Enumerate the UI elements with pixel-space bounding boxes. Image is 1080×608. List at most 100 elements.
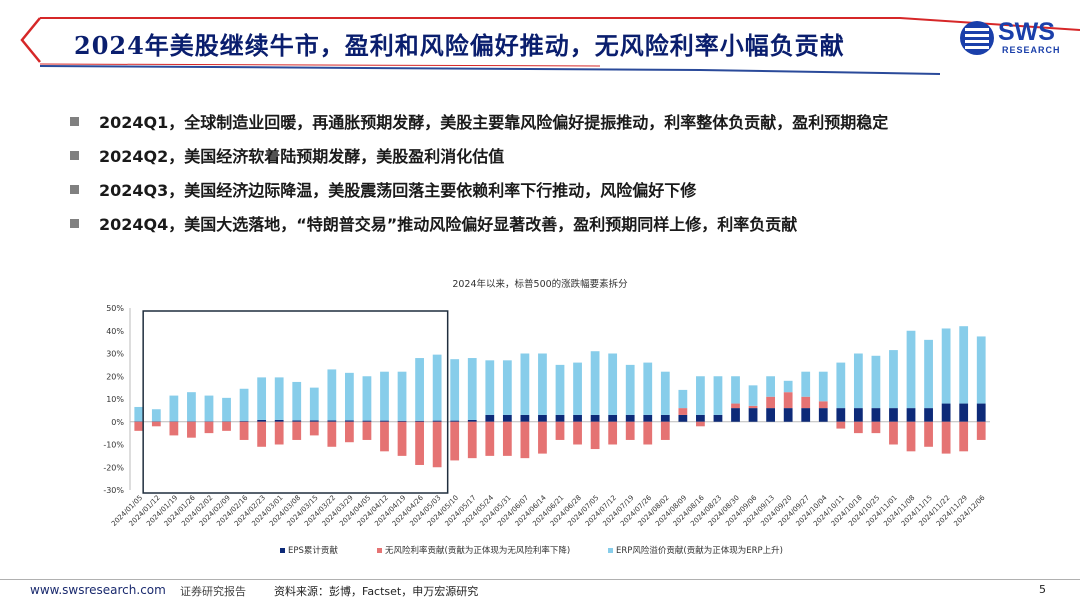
bullet-square-icon bbox=[70, 150, 79, 160]
bar-erp bbox=[836, 362, 846, 409]
bar-erp bbox=[801, 371, 811, 397]
footer-report-label: 证券研究报告 bbox=[180, 585, 246, 598]
bullet-square-icon bbox=[70, 116, 79, 126]
bar-rf bbox=[555, 421, 565, 440]
bar-rf bbox=[941, 421, 951, 454]
bar-eps bbox=[590, 414, 600, 422]
bar-rf bbox=[257, 421, 267, 447]
bullet-square-icon bbox=[70, 184, 79, 194]
logo-subtext: RESEARCH bbox=[1002, 45, 1061, 55]
bar-eps bbox=[467, 419, 477, 422]
bar-eps bbox=[801, 408, 811, 422]
bar-rf bbox=[169, 421, 179, 436]
bar-rf bbox=[397, 421, 407, 456]
bar-erp bbox=[502, 360, 512, 415]
bar-rf bbox=[906, 421, 916, 452]
bar-rf bbox=[889, 421, 898, 445]
bar-eps bbox=[608, 414, 618, 422]
bar-rf bbox=[538, 421, 547, 454]
bar-rf bbox=[818, 401, 828, 409]
bar-erp bbox=[853, 353, 863, 409]
bar-rf bbox=[660, 421, 670, 440]
bar-rf bbox=[590, 421, 600, 450]
bar-rf bbox=[134, 421, 144, 431]
bar-rf bbox=[239, 421, 249, 440]
bar-eps bbox=[678, 414, 688, 422]
title-bar: 2024年美股继续牛市，盈利和风险偏好推动，无风险利率小幅负贡献 SWS RES… bbox=[0, 0, 1080, 78]
bar-eps bbox=[151, 421, 161, 422]
bar-eps bbox=[766, 408, 775, 422]
bar-eps bbox=[871, 408, 881, 422]
bar-erp bbox=[169, 395, 179, 422]
bar-erp bbox=[555, 364, 565, 415]
bar-erp bbox=[871, 355, 881, 409]
legend-label-erp: ERP风险溢价贡献(贡献为正体现为ERP上升) bbox=[616, 546, 783, 556]
bar-rf bbox=[520, 421, 530, 459]
bar-eps bbox=[731, 408, 740, 422]
bar-eps bbox=[345, 420, 354, 422]
bar-eps bbox=[853, 408, 863, 422]
footer-source: 资料来源：彭博，Factset，申万宏源研究 bbox=[274, 585, 479, 598]
bar-eps bbox=[415, 420, 424, 422]
bar-eps bbox=[520, 414, 530, 422]
bar-erp bbox=[959, 326, 969, 404]
bar-eps bbox=[625, 414, 635, 422]
bar-rf bbox=[151, 421, 161, 427]
legend-swatch-erp bbox=[608, 547, 613, 553]
footer-url[interactable]: www.swsresearch.com bbox=[30, 583, 166, 597]
bar-eps bbox=[573, 414, 582, 422]
legend-swatch-rf bbox=[377, 547, 382, 553]
bar-erp bbox=[783, 380, 793, 393]
bar-erp bbox=[678, 389, 688, 409]
bullet-text: 2024Q1，全球制造业回暖，再通胀预期发酵，美股主要靠风险偏好提振推动，利率整… bbox=[99, 113, 889, 132]
bar-erp bbox=[450, 359, 460, 421]
bar-eps bbox=[204, 421, 214, 422]
bullet-text: 2024Q3，美国经济边际降温，美股震荡回落主要依赖利率下行推动，风险偏好下修 bbox=[99, 181, 697, 200]
bar-erp bbox=[713, 376, 723, 415]
bar-eps bbox=[169, 421, 179, 422]
bar-erp bbox=[257, 377, 267, 420]
bar-erp bbox=[538, 353, 547, 415]
bar-rf bbox=[801, 396, 811, 409]
bullet-item: 2024Q4，美国大选落地，“特朗普交易”推动风险偏好显著改善，盈利预期同样上修… bbox=[70, 206, 1060, 240]
y-tick-label: 30% bbox=[106, 350, 124, 359]
y-tick-label: 50% bbox=[106, 304, 124, 313]
bar-eps bbox=[906, 408, 916, 422]
bar-erp bbox=[485, 360, 495, 415]
bar-rf bbox=[976, 421, 986, 440]
bar-rf bbox=[345, 421, 354, 443]
bar-erp bbox=[292, 381, 302, 421]
bar-eps bbox=[959, 403, 969, 422]
bar-eps bbox=[836, 408, 846, 422]
bar-erp bbox=[274, 377, 284, 420]
bar-rf bbox=[783, 392, 793, 409]
bar-erp bbox=[327, 369, 337, 421]
bullet-item: 2024Q2，美国经济软着陆预期发酵，美股盈利消化估值 bbox=[70, 138, 1060, 172]
slide-title: 2024年美股继续牛市，盈利和风险偏好推动，无风险利率小幅负贡献 bbox=[74, 31, 845, 60]
bar-rf bbox=[696, 421, 705, 427]
bar-erp bbox=[731, 376, 740, 404]
sws-logo: SWS RESEARCH bbox=[958, 18, 1062, 58]
bar-erp bbox=[362, 376, 372, 421]
bar-eps bbox=[380, 420, 389, 422]
bar-rf bbox=[959, 421, 969, 452]
y-tick-label: 20% bbox=[106, 372, 124, 381]
bar-eps bbox=[713, 414, 723, 422]
bar-eps bbox=[187, 421, 196, 422]
bar-rf bbox=[871, 421, 881, 434]
bar-erp bbox=[625, 364, 635, 415]
bar-rf bbox=[467, 421, 477, 459]
bar-eps bbox=[397, 420, 407, 422]
bar-erp bbox=[590, 351, 600, 415]
bar-erp bbox=[151, 409, 161, 422]
bar-erp bbox=[818, 371, 828, 402]
legend-label-eps: EPS累计贡献 bbox=[288, 546, 338, 556]
bar-eps bbox=[660, 414, 670, 422]
bar-erp bbox=[222, 397, 231, 422]
bar-erp bbox=[380, 371, 389, 421]
bar-eps bbox=[924, 408, 933, 422]
bar-erp bbox=[520, 353, 530, 415]
bar-rf bbox=[731, 403, 740, 409]
bar-erp bbox=[906, 330, 916, 409]
bar-rf bbox=[362, 421, 372, 440]
